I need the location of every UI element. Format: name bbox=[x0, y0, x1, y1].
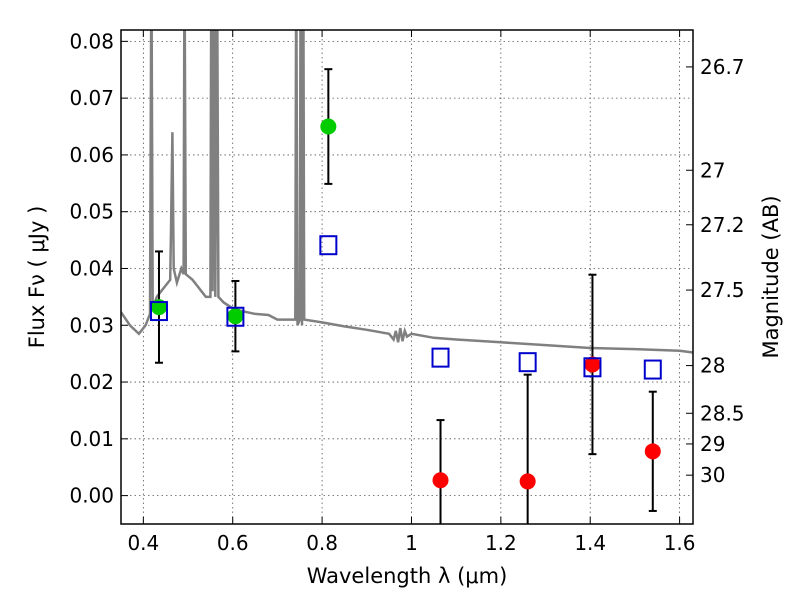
mag-tick-label: 29 bbox=[700, 432, 725, 456]
grid bbox=[121, 30, 693, 524]
y2-axis-label: Magnitude (AB) bbox=[759, 195, 783, 358]
model-point bbox=[319, 235, 338, 256]
data-point bbox=[227, 308, 244, 325]
y-tick-label: 0.02 bbox=[69, 370, 114, 394]
mag-tick-label: 30 bbox=[700, 463, 725, 487]
plot-frame bbox=[120, 29, 694, 525]
markers bbox=[149, 118, 662, 490]
y-tick-label: 0.01 bbox=[69, 427, 114, 451]
model-point bbox=[643, 359, 662, 380]
mag-tick-label: 26.7 bbox=[700, 55, 745, 79]
data-point bbox=[150, 299, 167, 316]
data-point bbox=[320, 118, 337, 135]
y-axis-label: Flux Fν ( μJy ) bbox=[25, 206, 49, 349]
plot-area bbox=[121, 30, 693, 524]
model-point bbox=[226, 306, 245, 327]
spectrum-line bbox=[121, 30, 693, 354]
x-tick-label: 0.8 bbox=[306, 531, 338, 555]
y-tick-label: 0.05 bbox=[69, 200, 114, 224]
y-tick-label: 0.03 bbox=[69, 313, 114, 337]
y-tick-label: 0.04 bbox=[69, 256, 114, 280]
mag-tick-label: 27 bbox=[700, 158, 725, 182]
x-tick-label: 0.4 bbox=[127, 531, 159, 555]
model-point bbox=[431, 347, 450, 368]
y-tick-label: 0.06 bbox=[69, 143, 114, 167]
x-tick-label: 1.4 bbox=[574, 531, 606, 555]
mag-tick-label: 28 bbox=[700, 354, 725, 378]
mag-tick-label: 28.5 bbox=[700, 401, 745, 425]
ticks bbox=[121, 30, 693, 524]
x-tick-label: 1.2 bbox=[485, 531, 517, 555]
x-axis-label: Wavelength λ (μm) bbox=[307, 564, 508, 588]
mag-tick-label: 27.5 bbox=[700, 278, 745, 302]
y-tick-label: 0.00 bbox=[69, 484, 114, 508]
x-tick-label: 0.6 bbox=[217, 531, 249, 555]
errorbars bbox=[154, 68, 657, 524]
x-tick-label: 1.6 bbox=[664, 531, 696, 555]
model-point bbox=[518, 352, 537, 373]
data-point bbox=[432, 472, 449, 489]
data-point bbox=[644, 443, 661, 460]
model-point bbox=[149, 301, 168, 322]
y-tick-label: 0.08 bbox=[69, 29, 114, 53]
data-point bbox=[519, 473, 536, 490]
y-tick-label: 0.07 bbox=[69, 86, 114, 110]
data-point bbox=[584, 356, 601, 373]
x-tick-label: 1 bbox=[405, 531, 418, 555]
mag-tick-label: 27.2 bbox=[700, 213, 745, 237]
tick-labels: 0.4 0.6 0.8 1 1.2 1.4 1.6 0.00 0.01 0.02 0.03 0.04 0… bbox=[69, 29, 744, 555]
model-point bbox=[583, 357, 602, 378]
